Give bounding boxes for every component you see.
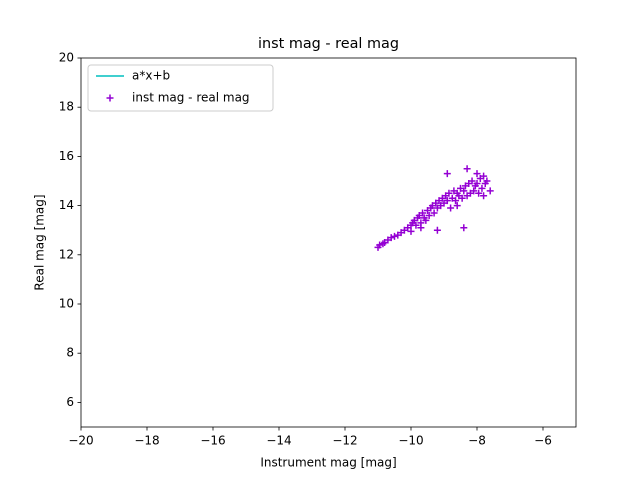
scatter-point <box>463 165 471 173</box>
scatter-point <box>460 187 468 195</box>
scatter-point <box>475 189 483 197</box>
y-tick-label: 8 <box>66 346 74 360</box>
y-tick-label: 20 <box>59 51 74 65</box>
scatter-point <box>433 226 441 234</box>
y-tick-label: 6 <box>66 395 74 409</box>
x-tick-label: −16 <box>200 434 225 448</box>
x-tick-label: −18 <box>134 434 159 448</box>
scatter-point <box>430 209 438 217</box>
scatter-point <box>417 224 425 232</box>
scatter-point <box>443 170 451 178</box>
y-tick-label: 10 <box>59 297 74 311</box>
x-tick-label: −10 <box>398 434 423 448</box>
legend-swatch <box>106 94 114 102</box>
scatter-point <box>483 177 491 185</box>
scatter-point <box>452 197 460 205</box>
x-tick-label: −14 <box>266 434 291 448</box>
scatter-point <box>458 194 466 202</box>
y-tick-label: 14 <box>59 198 74 212</box>
x-axis-label: Instrument mag [mag] <box>260 456 396 470</box>
scatter-point <box>486 187 494 195</box>
scatter-point <box>460 224 468 232</box>
scatter-point <box>468 177 476 185</box>
x-tick-label: −12 <box>332 434 357 448</box>
y-tick-label: 18 <box>59 100 74 114</box>
scatter-point <box>480 172 488 180</box>
x-tick-label: −8 <box>468 434 486 448</box>
scatter-point <box>425 211 433 219</box>
scatter-point <box>473 179 481 187</box>
scatter-point <box>407 227 415 235</box>
legend-label: inst mag - real mag <box>132 91 250 105</box>
scatter-point <box>480 192 488 200</box>
y-tick-label: 12 <box>59 247 74 261</box>
chart-title: inst mag - real mag <box>258 36 399 52</box>
scatter-point <box>379 240 387 248</box>
legend-label: a*x+b <box>132 69 170 83</box>
scatter-point <box>470 187 478 195</box>
y-axis-label: Real mag [mag] <box>33 194 47 290</box>
scatter-point <box>453 202 461 210</box>
legend-box <box>87 64 274 112</box>
x-tick-label: −6 <box>534 434 552 448</box>
y-tick-label: 16 <box>59 149 74 163</box>
scatter-point <box>443 197 451 205</box>
plot-frame <box>80 57 577 428</box>
scatter-point <box>445 189 453 197</box>
scatter-point <box>473 170 481 178</box>
x-tick-label: −20 <box>68 434 93 448</box>
scatter-point <box>419 209 427 217</box>
scatter-point <box>422 216 430 224</box>
scatter-point <box>376 241 384 249</box>
scatter-point <box>387 234 395 242</box>
scatter-point <box>478 184 486 192</box>
scatter-point <box>412 221 420 229</box>
scatter-point <box>391 232 398 240</box>
scatter-point <box>447 204 455 212</box>
